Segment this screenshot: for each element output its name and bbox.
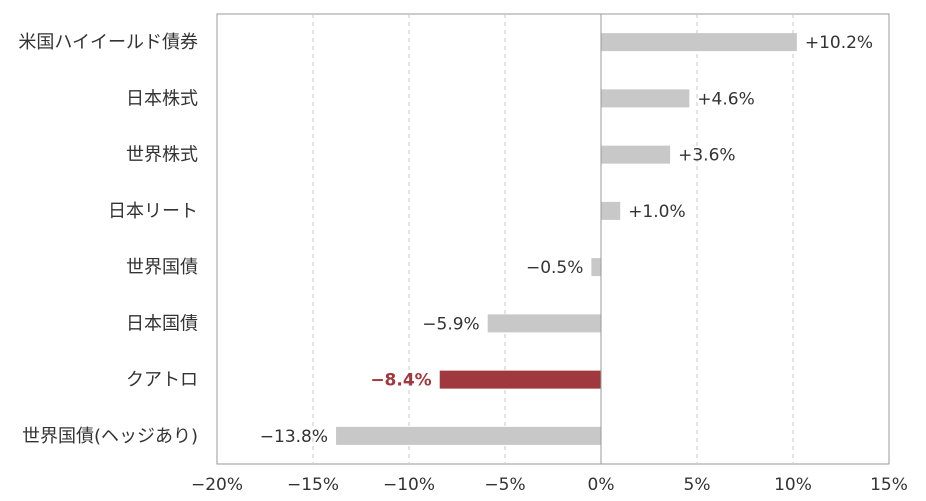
x-tick-label: −5% (484, 475, 525, 495)
value-label: +4.6% (697, 89, 754, 109)
bar (487, 314, 601, 333)
category-label: 世界株式 (126, 145, 198, 166)
x-tick-label: −15% (287, 475, 339, 495)
bar (439, 370, 601, 389)
bar (601, 201, 621, 220)
category-label: 世界国債 (126, 257, 198, 278)
value-label: −13.8% (260, 427, 328, 447)
bar (601, 33, 797, 52)
x-tick-label: 5% (684, 475, 711, 495)
bars (336, 33, 797, 445)
x-tick-label: −20% (191, 475, 243, 495)
bar (601, 89, 690, 108)
bar (591, 258, 601, 277)
value-label: −5.9% (422, 314, 479, 334)
category-label: 日本リート (108, 201, 198, 222)
value-label: −0.5% (526, 258, 583, 278)
category-label: クアトロ (126, 370, 198, 391)
category-label: 日本株式 (126, 88, 198, 109)
category-label: 世界国債(ヘッジあり) (22, 426, 198, 447)
x-tick-label: −10% (383, 475, 435, 495)
bar (601, 145, 671, 164)
x-tick-label: 0% (588, 475, 615, 495)
bar (336, 426, 601, 445)
x-tick-labels: −20% −15% −10% −5% 0% 5% 10% 15% (191, 475, 908, 495)
x-tick-label: 15% (870, 475, 908, 495)
value-label: +10.2% (805, 33, 873, 53)
x-tick-label: 10% (774, 475, 812, 495)
value-label: +3.6% (678, 146, 735, 166)
category-label: 米国ハイイールド債券 (18, 32, 198, 53)
category-label: 日本国債 (126, 313, 198, 334)
value-labels: +10.2% +4.6% +3.6% +1.0% −0.5% −5.9% −8.4% −13.… (260, 33, 873, 447)
value-label: +1.0% (628, 202, 685, 222)
value-label: −8.4% (370, 371, 431, 391)
category-labels: 米国ハイイールド債券日本株式世界株式日本リート世界国債日本国債クアトロ世界国債(… (18, 32, 198, 447)
plot-frame (216, 13, 890, 465)
grid-lines (312, 14, 794, 464)
